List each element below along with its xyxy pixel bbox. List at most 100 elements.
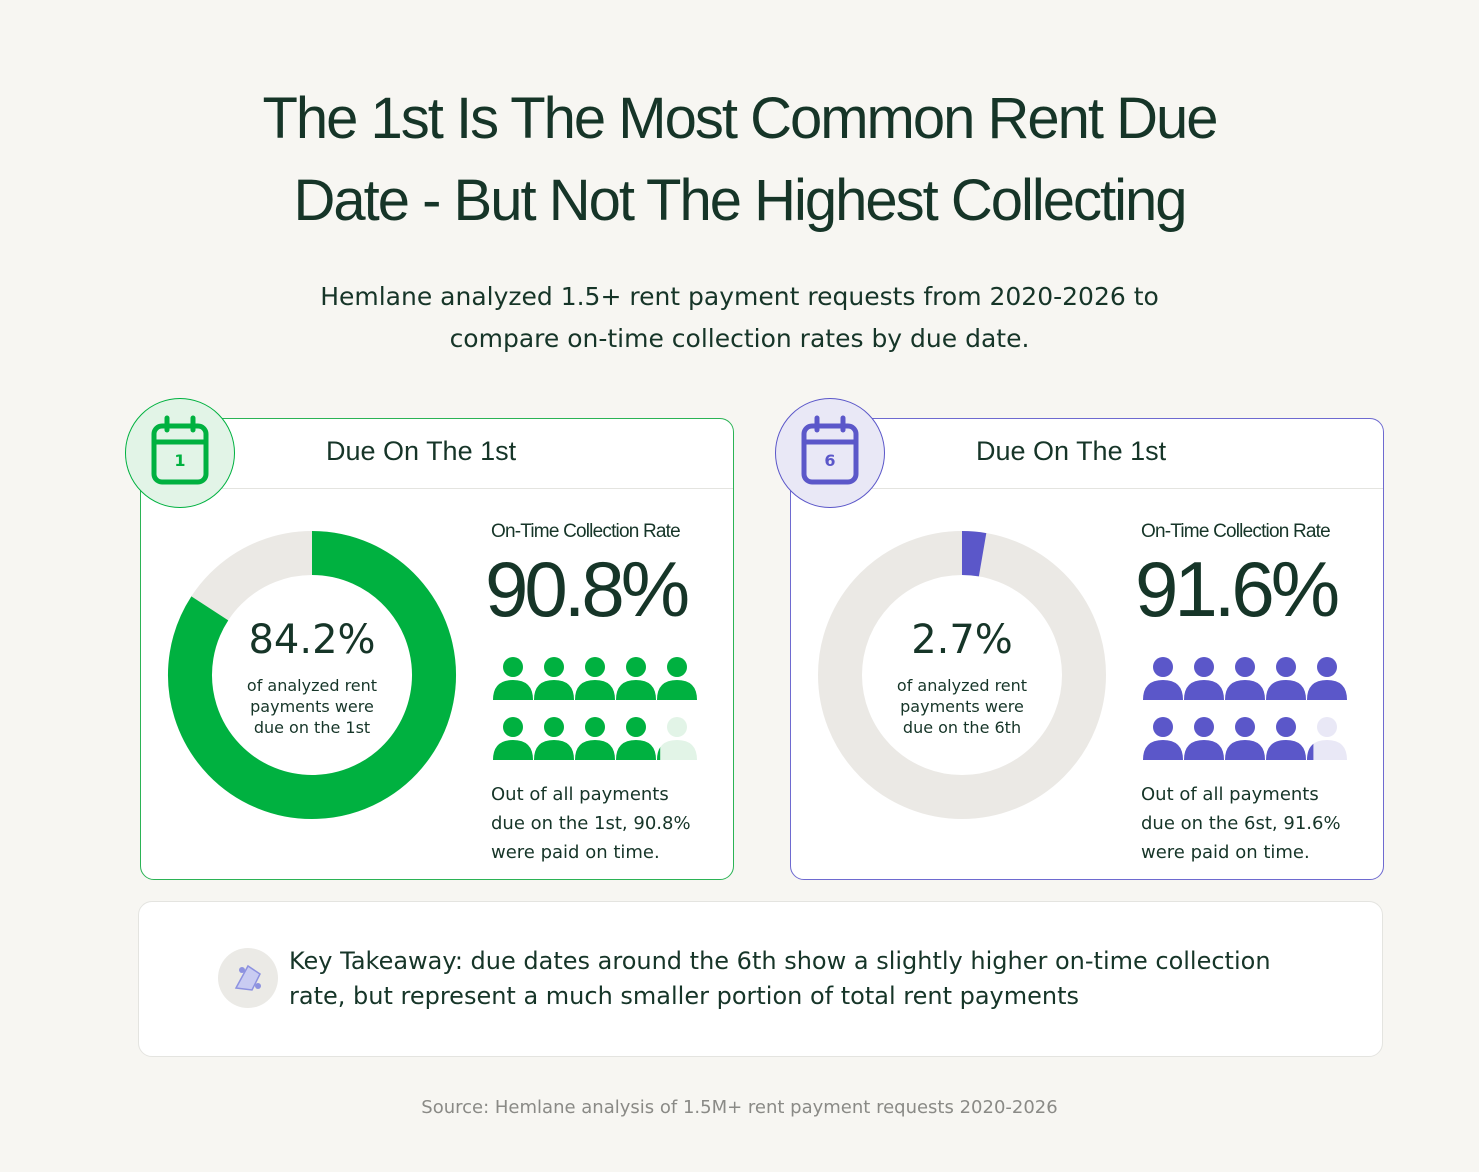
person-filled <box>1143 680 1183 700</box>
person-icon <box>575 657 615 700</box>
donut-value: 2.7% <box>911 617 1013 663</box>
person-fill <box>1184 657 1224 700</box>
person-icon <box>1184 717 1224 760</box>
people-pictogram <box>493 657 697 760</box>
person-filled <box>534 680 574 700</box>
person-filled <box>616 680 656 700</box>
person-icon <box>1143 717 1183 760</box>
person-fill <box>1225 657 1265 700</box>
people-pictogram <box>1143 657 1347 760</box>
person-filled <box>1317 657 1337 677</box>
person-filled <box>1235 717 1255 737</box>
calendar-body <box>801 423 858 484</box>
person-filled <box>575 740 615 760</box>
person-fill <box>1225 717 1265 760</box>
donut-segment <box>961 531 987 577</box>
takeaway-text: Key Takeaway: due dates around the 6th s… <box>289 947 1271 1010</box>
person-filled <box>1307 743 1314 760</box>
person-icon <box>616 717 656 760</box>
person-fill <box>616 717 656 760</box>
person-filled <box>1184 740 1224 760</box>
person-fill <box>1184 717 1224 760</box>
person-icon <box>1143 657 1183 700</box>
donut <box>168 531 456 819</box>
card-divider <box>791 488 1383 489</box>
person-icon <box>657 657 697 700</box>
person-filled <box>1194 717 1214 737</box>
person-icon <box>616 657 656 700</box>
person-fill <box>1266 657 1306 700</box>
person-filled <box>626 657 646 677</box>
person-fill <box>616 657 656 700</box>
person-icon <box>657 717 697 760</box>
calendar-badge: 6 <box>775 398 885 508</box>
person-empty <box>1307 740 1347 760</box>
person-fill <box>575 717 615 760</box>
person-icon <box>493 657 533 700</box>
person-filled <box>544 717 564 737</box>
subtitle: Hemlane analyzed 1.5+ rent payment reque… <box>320 282 1159 353</box>
rate-title: On-Time Collection Rate <box>491 521 681 542</box>
person-fill <box>1307 743 1314 760</box>
takeaway-box <box>138 901 1383 1057</box>
card-divider <box>141 488 733 489</box>
person-fill <box>657 747 661 760</box>
calendar-icon: 1 <box>151 415 208 484</box>
person-filled <box>626 717 646 737</box>
person-icon <box>534 717 574 760</box>
person-empty <box>657 740 697 760</box>
person-icon <box>1266 657 1306 700</box>
person-filled <box>1225 680 1265 700</box>
person-filled <box>1276 657 1296 677</box>
calendar-number: 6 <box>824 451 835 470</box>
person-filled <box>616 740 656 760</box>
source: Source: Hemlane analysis of 1.5M+ rent p… <box>421 1097 1058 1118</box>
person-filled <box>503 717 523 737</box>
person-filled <box>1266 740 1306 760</box>
person-filled <box>575 680 615 700</box>
person-fill <box>657 657 697 700</box>
person-fill <box>493 657 533 700</box>
person-filled <box>657 747 661 760</box>
calendar-body <box>151 423 208 484</box>
card-title: Due On The 1st <box>326 436 517 466</box>
person-filled <box>1225 740 1265 760</box>
calendar-number: 1 <box>174 451 185 470</box>
person-filled <box>585 717 605 737</box>
donut <box>818 531 1106 819</box>
person-filled <box>1194 657 1214 677</box>
card-title: Due On The 1st <box>976 436 1167 466</box>
person-fill <box>534 657 574 700</box>
title: The 1st Is The Most Common Rent Due Date… <box>262 86 1218 233</box>
person-icon <box>575 717 615 760</box>
donut-caption: of analyzed rent payments were due on th… <box>246 676 378 737</box>
person-filled <box>657 680 697 700</box>
calendar-badge: 1 <box>125 398 235 508</box>
rate-value: 91.6% <box>1135 545 1340 633</box>
calendar-icon: 6 <box>801 415 858 484</box>
person-filled <box>1153 657 1173 677</box>
donut-value: 84.2% <box>248 617 376 663</box>
takeaway-icon <box>218 948 278 1008</box>
person-icon <box>1225 717 1265 760</box>
rate-note: Out of all payments due on the 1st, 90.8… <box>491 784 691 863</box>
person-filled <box>1307 680 1347 700</box>
person-filled <box>1235 657 1255 677</box>
person-fill <box>534 717 574 760</box>
person-icon <box>1266 717 1306 760</box>
person-icon <box>1225 657 1265 700</box>
person-icon <box>493 717 533 760</box>
person-filled <box>1184 680 1224 700</box>
person-filled <box>1143 740 1183 760</box>
person-fill <box>493 717 533 760</box>
person-filled <box>503 657 523 677</box>
person-fill <box>1307 657 1347 700</box>
person-filled <box>493 680 533 700</box>
rate-note: Out of all payments due on the 6st, 91.6… <box>1141 784 1341 863</box>
person-empty <box>1317 717 1337 737</box>
person-fill <box>1266 717 1306 760</box>
person-filled <box>1153 717 1173 737</box>
donut-caption: of analyzed rent payments were due on th… <box>896 676 1028 737</box>
person-filled <box>667 657 687 677</box>
